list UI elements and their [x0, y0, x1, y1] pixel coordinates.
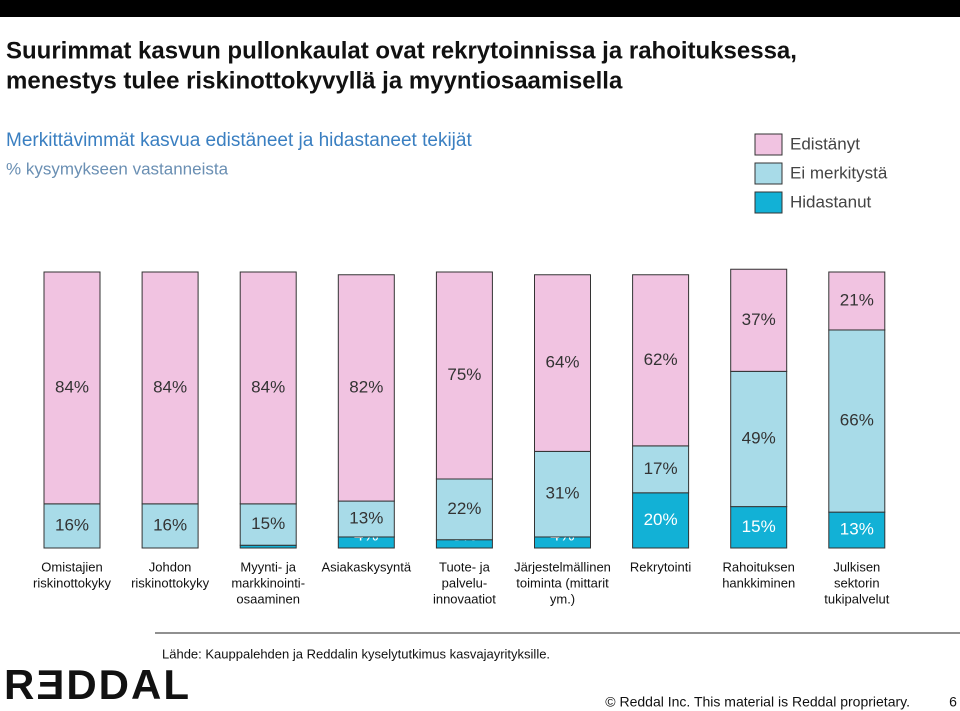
category-label: hankkiminen [722, 575, 795, 590]
category-label: Johdon [149, 559, 192, 574]
bar-segment [337, 274, 395, 502]
bar-segment [239, 503, 297, 546]
value-label: 16% [55, 515, 89, 534]
category-label: Myynti- ja [240, 559, 296, 574]
category-label: palvelu- [442, 575, 488, 590]
category-label: Julkisen [833, 559, 880, 574]
value-label: 84% [251, 377, 285, 396]
value-label: 75% [447, 365, 481, 384]
legend-swatch [754, 133, 783, 156]
legend-label: Edistänyt [790, 134, 860, 153]
category-label: innovaatiot [433, 591, 496, 606]
category-label: sektorin [834, 575, 880, 590]
category-label: ym.) [550, 591, 575, 606]
bar-segment [435, 478, 493, 541]
category-label: tukipalvelut [824, 591, 889, 606]
category-label: Rekrytointi [630, 559, 692, 574]
logo: RƎDDAL [4, 661, 191, 708]
bar-segment [239, 271, 297, 505]
value-label: 37% [742, 310, 776, 329]
title-line: Suurimmat kasvun pullonkaulat ovat rekry… [6, 37, 797, 64]
bar-segment [828, 329, 886, 513]
bar-segment [632, 274, 690, 447]
category-label: osaaminen [236, 591, 300, 606]
value-label: 22% [447, 499, 481, 518]
category-label: Rahoituksen [723, 559, 795, 574]
subtitle: Merkittävimmät kasvua edistäneet ja hida… [6, 130, 472, 151]
bar-segment [828, 271, 886, 331]
value-label: 62% [644, 350, 678, 369]
value-label: 21% [840, 290, 874, 309]
category-label: Tuote- ja [439, 559, 491, 574]
bar-segment [435, 271, 493, 480]
category-label: riskinottokyky [33, 575, 112, 590]
bar-segment [828, 511, 886, 549]
legend-label: Hidastanut [790, 192, 872, 211]
category-label: Asiakaskysyntä [322, 559, 412, 574]
bar-segment [141, 271, 199, 505]
value-label: 15% [742, 517, 776, 536]
legend-swatch [754, 162, 783, 185]
value-label: 84% [55, 377, 89, 396]
legend-label: Ei merkitystä [790, 163, 888, 182]
footer: © Reddal Inc. This material is Reddal pr… [605, 694, 910, 710]
bar-segment [43, 503, 101, 549]
value-label: 31% [545, 484, 579, 503]
bar-segment [730, 268, 788, 372]
legend-swatch [754, 191, 783, 214]
value-label: 49% [742, 428, 776, 447]
value-label: 13% [349, 509, 383, 528]
value-label: 15% [251, 514, 285, 533]
bar-segment [337, 500, 395, 538]
value-label: 82% [349, 377, 383, 396]
bar-segment [534, 274, 591, 452]
source: Lähde: Kauppalehden ja Reddalin kyselytu… [162, 646, 550, 661]
bar-segment [43, 271, 101, 505]
bar-segment [730, 506, 788, 549]
value-label: 16% [153, 515, 187, 534]
category-label: toiminta (mittarit [516, 575, 609, 590]
top-bar [0, 0, 960, 17]
unit-note: % kysymykseen vastanneista [6, 159, 229, 178]
value-label: 84% [153, 377, 187, 396]
category-label: Järjestelmällinen [514, 559, 611, 574]
page-number: 6 [949, 694, 957, 710]
category-label: riskinottokyky [131, 575, 210, 590]
value-label: 64% [545, 353, 579, 372]
value-label: 20% [644, 510, 678, 529]
category-label: markkinointi- [231, 575, 305, 590]
value-label: 17% [644, 459, 678, 478]
value-label: 66% [840, 411, 874, 430]
bar-segment [534, 450, 591, 538]
value-label: 13% [840, 520, 874, 539]
title-line: menestys tulee riskinottokyvyllä ja myyn… [6, 67, 623, 94]
category-label: Omistajien [41, 559, 102, 574]
